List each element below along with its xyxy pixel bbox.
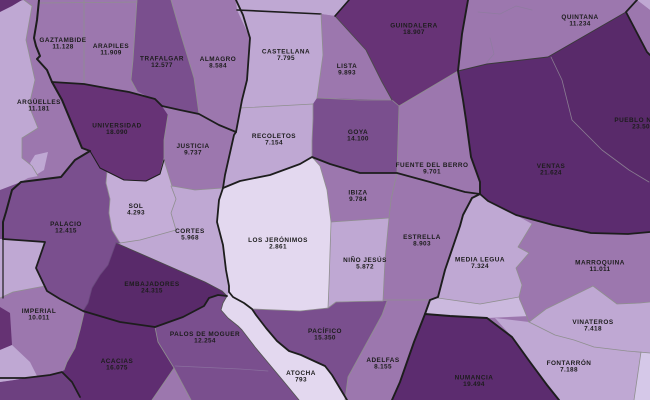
svg-text:7.795: 7.795 [277, 55, 295, 62]
svg-text:LOS JERÓNIMOS: LOS JERÓNIMOS [248, 235, 308, 244]
svg-text:5.872: 5.872 [356, 264, 374, 271]
svg-text:11.128: 11.128 [52, 44, 73, 51]
svg-text:12.577: 12.577 [151, 62, 173, 69]
svg-text:CASTELLANA: CASTELLANA [262, 49, 310, 56]
svg-text:8.903: 8.903 [413, 241, 431, 248]
svg-text:15.350: 15.350 [314, 335, 336, 342]
svg-text:16.075: 16.075 [106, 365, 128, 372]
svg-text:ARAPILES: ARAPILES [93, 43, 130, 50]
svg-text:SOL: SOL [129, 203, 144, 210]
svg-text:18.907: 18.907 [403, 29, 425, 36]
svg-text:4.293: 4.293 [127, 210, 145, 217]
svg-text:9.701: 9.701 [423, 169, 441, 176]
svg-text:FONTARRÓN: FONTARRÓN [547, 358, 592, 367]
svg-text:793: 793 [295, 377, 307, 384]
svg-text:11.909: 11.909 [100, 50, 121, 57]
svg-text:IMPERIAL: IMPERIAL [22, 308, 57, 315]
svg-text:ESTRELLA: ESTRELLA [403, 234, 441, 241]
svg-text:QUINTANA: QUINTANA [561, 14, 598, 21]
svg-text:NUMANCIA: NUMANCIA [455, 375, 494, 382]
svg-text:JUSTICIA: JUSTICIA [176, 143, 209, 150]
svg-text:19.494: 19.494 [463, 381, 485, 388]
svg-text:PUEBLO NUEVO: PUEBLO NUEVO [614, 117, 650, 124]
svg-text:PALACIO: PALACIO [50, 221, 82, 228]
svg-text:11.011: 11.011 [590, 266, 611, 273]
svg-text:GOYA: GOYA [348, 129, 368, 136]
svg-text:9.737: 9.737 [184, 150, 202, 157]
svg-text:12.415: 12.415 [55, 228, 77, 235]
svg-text:21.624: 21.624 [540, 170, 562, 177]
svg-text:IBIZA: IBIZA [348, 190, 367, 197]
svg-text:ATOCHA: ATOCHA [286, 370, 316, 377]
svg-text:GUINDALERA: GUINDALERA [390, 23, 438, 30]
svg-text:7.418: 7.418 [584, 326, 602, 333]
svg-text:MEDIA LEGUA: MEDIA LEGUA [455, 257, 505, 264]
svg-text:RECOLETOS: RECOLETOS [252, 133, 296, 140]
svg-text:VINATEROS: VINATEROS [572, 319, 614, 326]
svg-text:2.861: 2.861 [269, 244, 287, 251]
svg-text:9.893: 9.893 [338, 70, 356, 77]
svg-text:7.154: 7.154 [265, 140, 283, 147]
svg-text:24.315: 24.315 [141, 288, 163, 295]
svg-text:NIÑO JESÚS: NIÑO JESÚS [343, 255, 387, 264]
svg-text:ALMAGRO: ALMAGRO [200, 56, 237, 63]
svg-text:ARGÜELLES: ARGÜELLES [17, 97, 61, 106]
svg-text:CORTES: CORTES [175, 228, 205, 235]
svg-text:FUENTE DEL BERRO: FUENTE DEL BERRO [396, 162, 469, 169]
svg-text:EMBAJADORES: EMBAJADORES [124, 281, 179, 288]
svg-text:TRAFALGAR: TRAFALGAR [140, 56, 184, 63]
svg-text:14.100: 14.100 [347, 136, 369, 143]
svg-text:ACACIAS: ACACIAS [101, 358, 134, 365]
svg-text:LISTA: LISTA [337, 63, 358, 70]
svg-text:12.254: 12.254 [194, 338, 216, 345]
svg-text:8.584: 8.584 [209, 63, 227, 70]
svg-text:PALOS DE MOGUER: PALOS DE MOGUER [170, 331, 240, 338]
svg-text:ADELFAS: ADELFAS [366, 357, 400, 364]
svg-text:MARROQUINA: MARROQUINA [575, 260, 625, 267]
svg-text:7.324: 7.324 [471, 263, 489, 270]
svg-text:VENTAS: VENTAS [537, 163, 566, 170]
svg-text:9.784: 9.784 [349, 196, 367, 203]
svg-text:PACÍFICO: PACÍFICO [308, 326, 342, 335]
svg-text:GAZTAMBIDE: GAZTAMBIDE [39, 37, 86, 44]
svg-text:8.155: 8.155 [374, 364, 392, 371]
svg-text:UNIVERSIDAD: UNIVERSIDAD [92, 123, 142, 130]
svg-text:7.188: 7.188 [560, 367, 578, 374]
svg-text:11.181: 11.181 [28, 106, 49, 113]
svg-text:10.011: 10.011 [28, 315, 49, 322]
svg-text:18.090: 18.090 [106, 129, 128, 136]
svg-text:11.234: 11.234 [569, 21, 590, 28]
svg-text:5.968: 5.968 [181, 235, 199, 242]
svg-text:23.502: 23.502 [632, 124, 650, 131]
